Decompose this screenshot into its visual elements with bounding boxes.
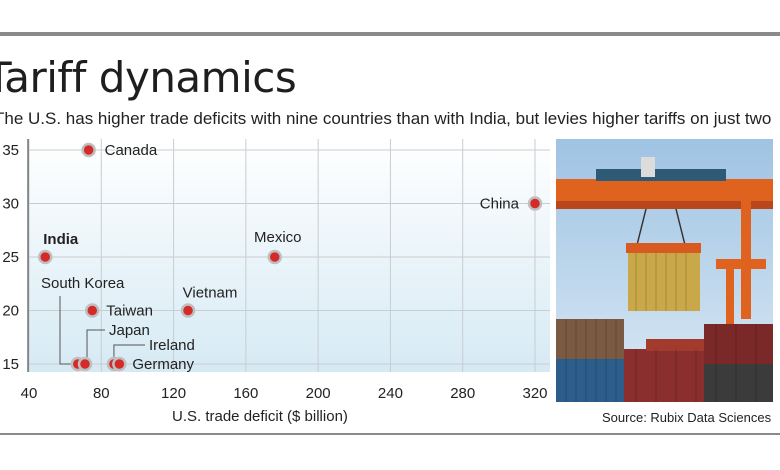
chart-title: Tariff dynamics <box>0 53 297 102</box>
point-china <box>527 196 543 211</box>
y-tick-label: 15 <box>2 356 19 373</box>
label-germany: Germany <box>132 356 194 373</box>
plot-background <box>28 139 550 372</box>
x-tick-label: 80 <box>93 385 110 402</box>
point-india <box>38 249 53 265</box>
x-tick-label: 320 <box>522 385 547 402</box>
label-mexico: Mexico <box>254 229 302 246</box>
tick-labels: 40 80 120 160 200 240 280 320 35 30 25 20 15 <box>2 142 547 402</box>
point-germany <box>112 356 127 372</box>
grid <box>27 139 550 372</box>
x-tick-label: 160 <box>233 385 258 402</box>
y-tick-label: 35 <box>2 142 19 159</box>
label-japan: Japan <box>109 322 150 339</box>
x-tick-label: 40 <box>21 385 38 402</box>
y-tick-label: 20 <box>2 303 19 320</box>
label-india: India <box>43 231 79 248</box>
top-rule <box>0 32 780 36</box>
x-tick-label: 280 <box>450 385 475 402</box>
x-tick-label: 120 <box>161 385 186 402</box>
y-tick-label: 25 <box>2 249 19 266</box>
label-taiwan: Taiwan <box>106 303 153 320</box>
point-vietnam <box>180 303 196 318</box>
label-canada: Canada <box>105 142 158 159</box>
leader-south-korea <box>59 296 74 365</box>
point-mexico <box>267 249 283 265</box>
source-note: Source: Rubix Data Sciences <box>602 410 772 425</box>
chart-subtitle: The U.S. has higher trade deficits with … <box>0 109 772 128</box>
label-ireland: Ireland <box>149 337 195 354</box>
label-south-korea: South Korea <box>41 275 125 292</box>
container-crane-photo <box>556 139 773 402</box>
leader-ireland <box>113 344 145 358</box>
x-axis-label: U.S. trade deficit ($ billion) <box>172 408 348 425</box>
x-tick-label: 200 <box>306 385 331 402</box>
data-points <box>38 142 543 372</box>
bottom-rule <box>0 433 780 435</box>
leader-lines <box>59 296 145 365</box>
y-tick-label: 30 <box>2 196 19 213</box>
x-tick-label: 240 <box>378 385 403 402</box>
point-labels: Canada China India Mexico Vietnam Taiwan South… <box>41 142 520 373</box>
label-vietnam: Vietnam <box>183 285 238 302</box>
point-japan <box>77 356 93 372</box>
label-china: China <box>480 196 520 213</box>
point-canada <box>81 142 96 158</box>
leader-japan <box>86 329 105 358</box>
point-taiwan <box>85 303 100 318</box>
